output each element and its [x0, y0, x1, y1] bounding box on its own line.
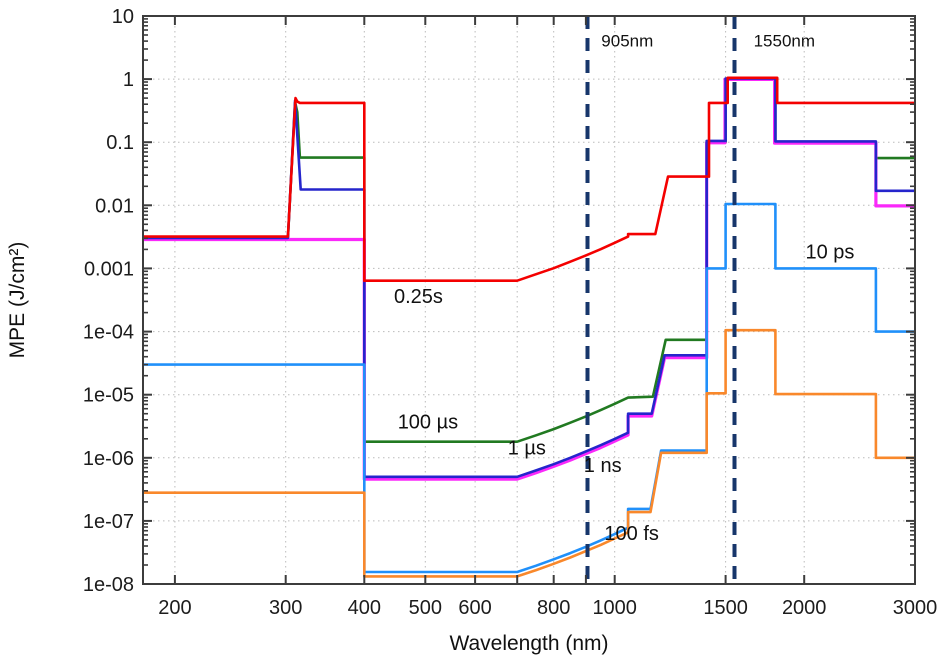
curve-label: 10 ps: [806, 241, 855, 263]
x-tick-label: 800: [537, 597, 570, 619]
y-tick-label: 0.01: [95, 195, 134, 217]
y-tick-label: 1e-06: [83, 448, 134, 470]
reference-line-label: 1550nm: [754, 31, 815, 50]
y-tick-label: 1e-08: [83, 574, 134, 596]
y-tick-label: 0.001: [84, 258, 134, 280]
y-tick-label: 0.1: [106, 132, 134, 154]
x-tick-label: 500: [409, 597, 442, 619]
x-tick-label: 3000: [893, 597, 938, 619]
series-1-ns: [143, 77, 915, 481]
y-tick-label: 10: [112, 6, 134, 28]
curve-label: 1 ns: [584, 455, 622, 477]
y-tick-label: 1: [123, 69, 134, 91]
x-tick-label: 400: [348, 597, 381, 619]
curve-label: 100 µs: [398, 412, 458, 434]
y-axis-title: MPE (J/cm²): [6, 242, 29, 359]
series-0.25s: [143, 76, 915, 282]
x-tick-label: 2000: [782, 597, 827, 619]
plot-frame: [142, 15, 916, 585]
x-tick-label: 200: [158, 597, 191, 619]
y-tick-label: 1e-04: [83, 322, 134, 344]
reference-line-label: 905nm: [601, 31, 653, 50]
x-tick-label: 300: [269, 597, 302, 619]
y-tick-label: 1e-07: [83, 511, 134, 533]
curve-label: 100 fs: [604, 523, 658, 545]
x-tick-label: 1500: [703, 597, 748, 619]
curve-label: 0.25s: [394, 286, 443, 308]
series-100-fs: [143, 328, 915, 578]
series-100-µs: [143, 77, 915, 443]
series-10-ps: [143, 202, 915, 574]
y-tick-label: 1e-05: [83, 385, 134, 407]
x-tick-label: 600: [458, 597, 491, 619]
x-tick-label: 1000: [592, 597, 637, 619]
x-axis-title: Wavelength (nm): [449, 632, 608, 655]
curve-label: 1 µs: [508, 438, 546, 460]
